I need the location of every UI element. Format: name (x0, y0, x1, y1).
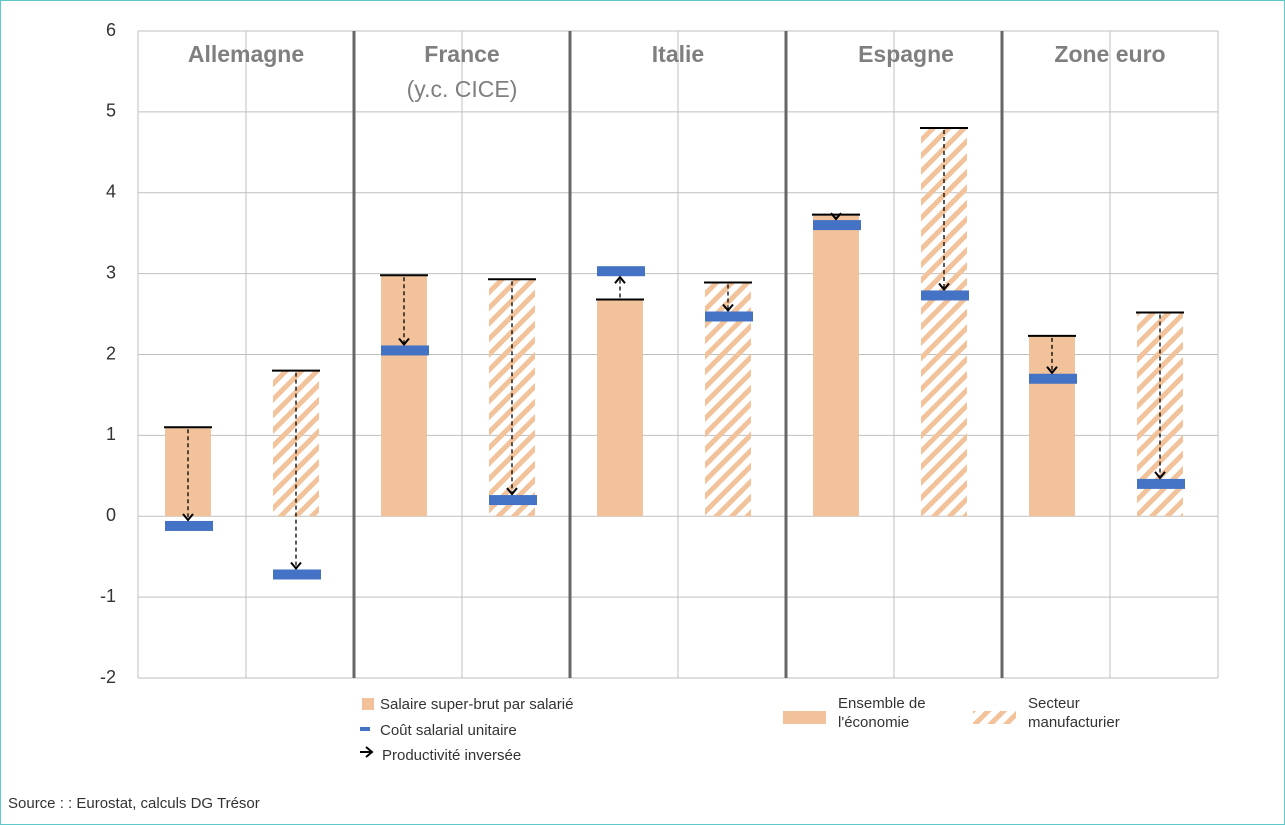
y-tick-label: 1 (106, 424, 116, 444)
legend-swatch-csu (360, 727, 370, 731)
legend-label: Secteur (1028, 695, 1080, 712)
csu-marker (381, 345, 429, 356)
legend-swatch-salaire (362, 698, 374, 710)
y-tick-label: 0 (106, 505, 116, 525)
legend-swatch-ensemble (783, 711, 826, 724)
legend-label: Productivité inversée (382, 747, 521, 764)
csu-marker (1137, 478, 1185, 489)
legend-arrow (360, 746, 374, 758)
y-tick-label: 5 (106, 101, 116, 121)
bar (597, 299, 643, 517)
group-label: Zone euro (1054, 41, 1165, 67)
bar (813, 214, 859, 517)
legend-label: Salaire super-brut par salarié (380, 696, 573, 713)
legend-label: l'économie (838, 714, 909, 731)
legend-label: Ensemble de (838, 695, 926, 712)
bar (381, 275, 427, 517)
csu-marker (921, 290, 969, 301)
csu-marker (597, 266, 645, 277)
bar (1029, 335, 1075, 517)
group-label: Allemagne (188, 41, 304, 67)
legend-label: manufacturier (1028, 714, 1120, 731)
csu-marker (489, 495, 537, 506)
y-tick-label: -2 (100, 667, 116, 687)
y-tick-label: -1 (100, 586, 116, 606)
group-label: France (424, 41, 499, 67)
csu-marker (165, 520, 213, 531)
csu-marker (273, 569, 321, 580)
legend-swatch-manufacturier (973, 711, 1016, 724)
group-sublabel: (y.c. CICE) (407, 76, 518, 102)
csu-marker (813, 220, 861, 231)
group-label: Espagne (858, 41, 954, 67)
group-label: Italie (652, 41, 704, 67)
y-tick-label: 2 (106, 343, 116, 363)
y-tick-label: 4 (106, 182, 116, 202)
bar (921, 128, 967, 517)
source: Source : : Eurostat, calculs DG Trésor (8, 795, 260, 812)
csu-marker (1029, 373, 1077, 384)
y-tick-label: 3 (106, 262, 116, 282)
legend-label: Coût salarial unitaire (380, 722, 517, 739)
csu-marker (705, 311, 753, 322)
y-tick-label: 6 (106, 20, 116, 40)
